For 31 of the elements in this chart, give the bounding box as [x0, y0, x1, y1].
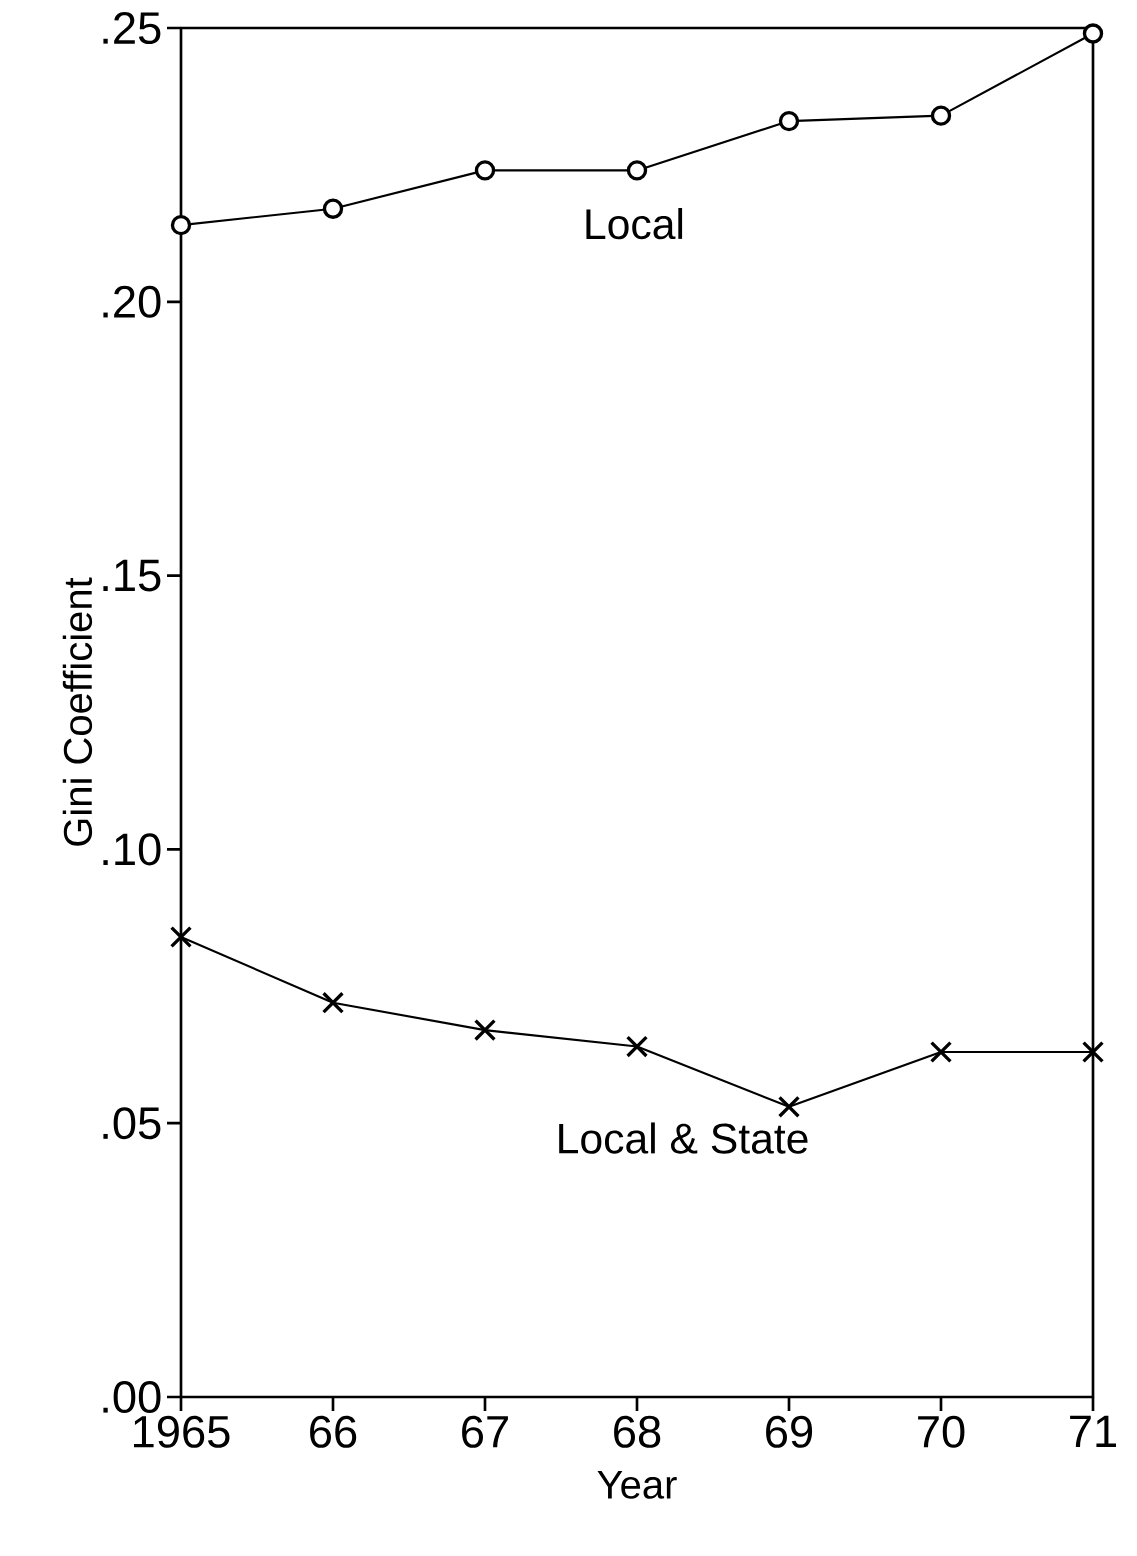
point: [626, 160, 648, 181]
point: [1082, 23, 1104, 44]
series-label: Local & State: [559, 1122, 808, 1154]
x-tick-label: 71: [1070, 1415, 1116, 1447]
point: [625, 1035, 649, 1058]
point: [778, 110, 800, 132]
y-tick-label: .25: [103, 11, 161, 45]
x-axis-title: Year: [597, 1470, 677, 1499]
y-tick-label: .15: [103, 559, 161, 592]
y-axis-title: Gini Coefficient: [62, 577, 93, 846]
point: [473, 1019, 497, 1042]
y-tick-label: .00: [103, 1380, 161, 1414]
point: [777, 1095, 801, 1118]
point: [322, 198, 344, 219]
y-tick-label: .10: [103, 833, 161, 866]
point: [929, 1040, 953, 1064]
point: [321, 991, 345, 1014]
point: [1081, 1040, 1105, 1064]
x-tick-label: 67: [462, 1415, 508, 1448]
series-label: Local: [586, 207, 683, 240]
point: [474, 160, 496, 181]
y-tick-label: .05: [103, 1107, 161, 1140]
point: [930, 105, 952, 126]
x-tick-label: 1965: [134, 1415, 230, 1448]
point: [170, 214, 192, 236]
x-tick-label: 66: [310, 1415, 357, 1448]
x-tick-label: 70: [918, 1415, 965, 1448]
x-tick-label: 69: [766, 1415, 813, 1448]
y-tick-label: .20: [103, 285, 161, 318]
x-tick-label: 68: [614, 1415, 661, 1448]
point: [169, 925, 193, 949]
